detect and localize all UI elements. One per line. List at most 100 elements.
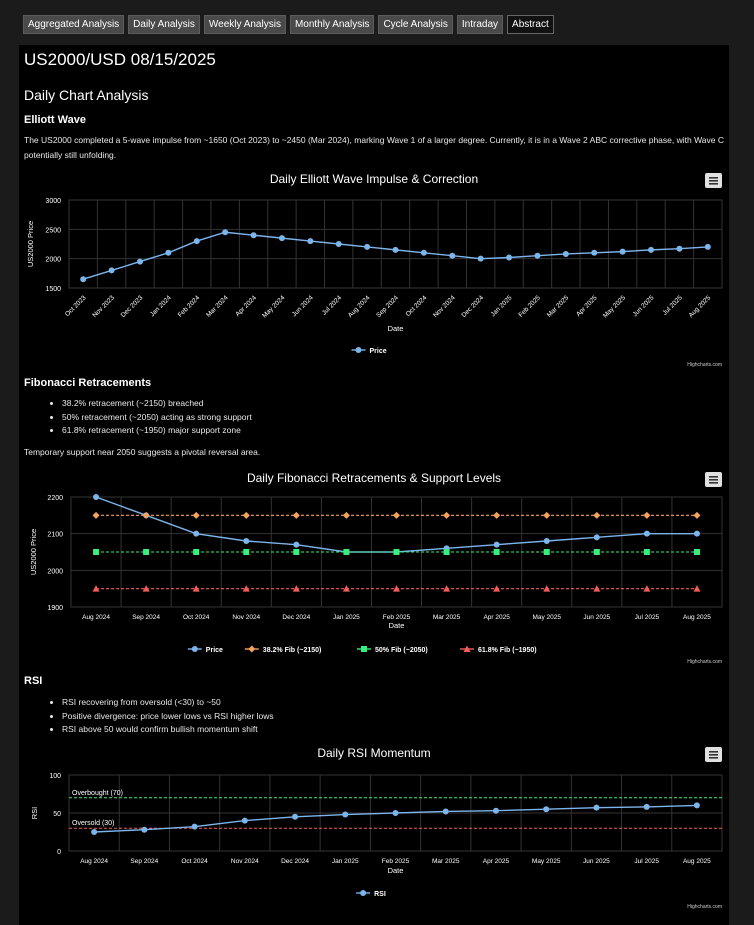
x-tick-label: Jul 2025 <box>661 294 684 317</box>
tab-bar: Aggregated Analysis Daily Analysis Weekly … <box>23 15 554 34</box>
legend-symbol <box>248 645 256 653</box>
elliott-chart: Daily Elliott Wave Impulse & Correction 1… <box>26 172 723 367</box>
legend-item[interactable]: Price <box>351 347 387 355</box>
x-tick-label: May 2024 <box>261 294 286 319</box>
data-point <box>243 538 250 544</box>
x-tick-label: Nov 2024 <box>232 614 260 621</box>
data-point <box>643 585 651 592</box>
chart-menu-button[interactable] <box>705 747 722 762</box>
tab-aggregated-analysis[interactable]: Aggregated Analysis <box>23 15 125 34</box>
y-axis-label: US2000 Price <box>26 221 35 267</box>
x-tick-label: Jun 2025 <box>632 294 656 318</box>
x-tick-label: Apr 2025 <box>483 858 510 865</box>
data-point <box>93 549 100 555</box>
data-point <box>392 246 399 253</box>
data-point <box>292 585 300 592</box>
tab-intraday[interactable]: Intraday <box>456 15 504 34</box>
x-tick-label: Jun 2024 <box>291 294 315 318</box>
elliott-heading: Elliott Wave <box>24 114 86 126</box>
legend-item[interactable]: 50% Fib (~2050) <box>357 646 428 654</box>
hamburger-icon-line <box>709 177 718 179</box>
data-point <box>243 549 250 555</box>
y-axis-label: RSI <box>30 807 39 820</box>
x-tick-label: Oct 2024 <box>405 294 429 318</box>
legend-item[interactable]: 38.2% Fib (~2150) <box>244 645 322 655</box>
data-point <box>91 829 98 835</box>
data-point <box>593 511 601 519</box>
data-point <box>343 549 350 555</box>
y-tick-label: 2500 <box>45 227 61 234</box>
tab-monthly-analysis[interactable]: Monthly Analysis <box>289 15 375 34</box>
x-tick-label: Feb 2024 <box>177 294 202 319</box>
data-point <box>534 252 541 259</box>
list-item: RSI recovering from oversold (<30) to ~5… <box>62 696 274 710</box>
data-point <box>443 549 450 555</box>
y-tick-label: 1500 <box>45 286 61 293</box>
data-point <box>142 585 150 592</box>
series-line <box>82 231 708 280</box>
list-item: 38.2% retracement (~2150) breached <box>62 397 252 411</box>
data-point <box>392 810 399 816</box>
y-tick-label: 2000 <box>45 257 61 264</box>
data-point <box>593 585 601 592</box>
tab-cycle-analysis[interactable]: Cycle Analysis <box>378 15 453 34</box>
legend-label: Price <box>206 647 223 654</box>
legend-item[interactable]: RSI <box>356 890 386 898</box>
data-point <box>193 530 200 537</box>
x-tick-label: Aug 2025 <box>683 614 711 621</box>
x-tick-label: Aug 2024 <box>347 294 372 319</box>
tab-weekly-analysis[interactable]: Weekly Analysis <box>203 15 286 34</box>
data-point <box>342 511 350 519</box>
hamburger-icon-line <box>709 757 718 759</box>
tab-abstract[interactable]: Abstract <box>507 15 554 34</box>
data-point <box>443 585 451 592</box>
data-point <box>693 802 700 809</box>
hamburger-icon-line <box>709 479 718 481</box>
data-point <box>643 511 651 519</box>
data-point <box>619 248 626 255</box>
x-tick-label: Apr 2024 <box>234 294 258 318</box>
x-tick-label: Dec 2023 <box>120 294 145 319</box>
x-tick-label: Dec 2024 <box>281 858 309 865</box>
chart-menu-button[interactable] <box>705 173 722 188</box>
data-point <box>593 549 600 555</box>
hamburger-icon <box>709 476 718 484</box>
data-point <box>242 511 250 519</box>
fib-bullets: 38.2% retracement (~2150) breached 50% r… <box>24 397 252 438</box>
x-tick-label: Aug 2025 <box>683 858 711 865</box>
legend-label: Price <box>370 348 387 355</box>
data-point <box>493 541 500 548</box>
legend-item[interactable]: Price <box>187 646 223 654</box>
x-tick-label: Mar 2025 <box>546 294 571 319</box>
fib-note: Temporary support near 2050 suggests a p… <box>24 447 261 457</box>
data-point <box>342 585 350 592</box>
x-tick-label: Oct 2023 <box>64 294 88 318</box>
data-point <box>242 585 250 592</box>
data-point <box>192 585 200 592</box>
series-line <box>95 496 697 553</box>
tab-daily-analysis[interactable]: Daily Analysis <box>128 15 200 34</box>
data-point <box>80 276 87 283</box>
x-tick-label: Sep 2024 <box>375 294 400 319</box>
section-title: Daily Chart Analysis <box>24 87 149 103</box>
list-item: Positive divergence: price lower lows vs… <box>62 710 274 724</box>
list-item: RSI above 50 would confirm bullish momen… <box>62 723 274 737</box>
x-tick-label: Jul 2025 <box>635 614 660 621</box>
x-tick-label: Jan 2024 <box>149 294 173 318</box>
y-tick-label: 3000 <box>45 198 61 205</box>
x-tick-label: May 2025 <box>532 614 561 621</box>
data-point <box>543 585 551 592</box>
data-point <box>222 229 229 236</box>
data-point <box>192 511 200 519</box>
x-tick-label: Jun 2025 <box>583 614 610 621</box>
x-tick-label: Sep 2024 <box>132 614 160 621</box>
data-point <box>307 238 314 245</box>
hamburger-icon-line <box>709 754 718 756</box>
rsi-bullets: RSI recovering from oversold (<30) to ~5… <box>24 696 274 737</box>
legend-symbol <box>191 646 198 652</box>
x-tick-label: Aug 2024 <box>80 858 108 865</box>
data-point <box>108 267 115 274</box>
legend-item[interactable]: 61.8% Fib (~1950) <box>460 645 537 655</box>
chart-menu-button[interactable] <box>705 472 722 487</box>
rsi-chart: Daily RSI Momentum 0 50 100 RSI Aug 2024 Sep 2… <box>30 746 723 910</box>
